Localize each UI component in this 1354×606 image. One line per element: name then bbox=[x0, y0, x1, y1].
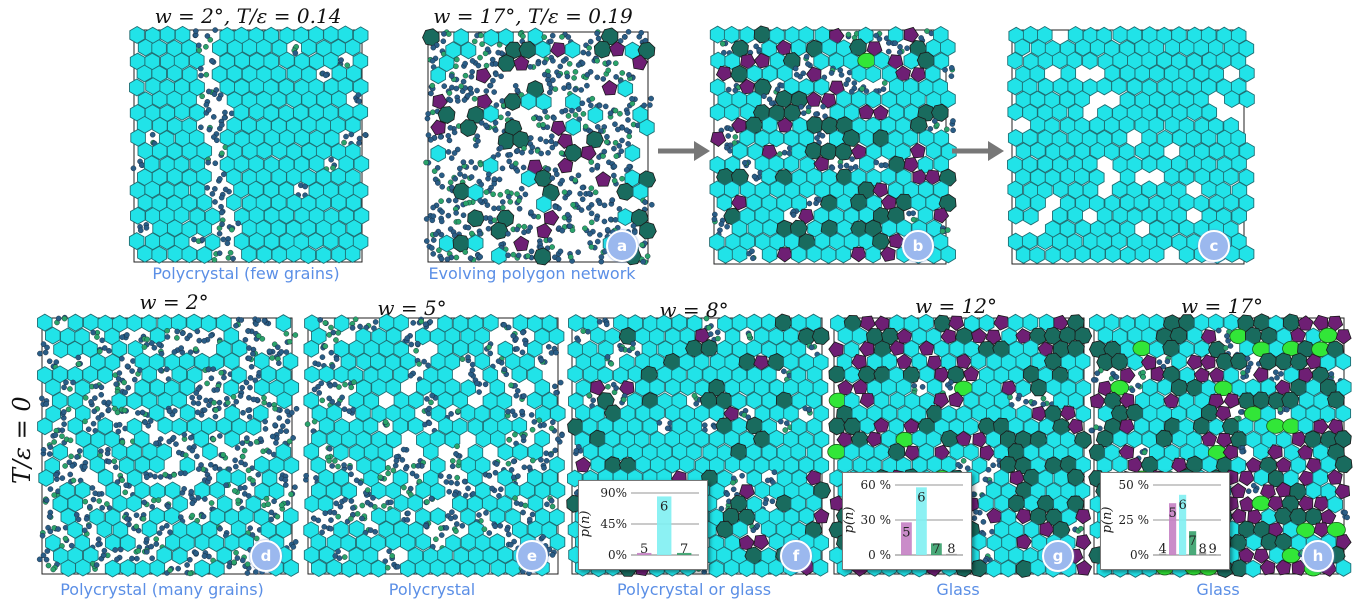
tick-label: 60 % bbox=[861, 478, 892, 492]
simulation-panel-d bbox=[36, 313, 300, 578]
bar bbox=[931, 543, 942, 555]
bar-label: 8 bbox=[1198, 542, 1206, 557]
bar bbox=[677, 552, 692, 555]
simulation-panel-b bbox=[709, 25, 957, 265]
bar bbox=[916, 487, 927, 555]
panel-title-top-2: w = 17°, T/ε = 0.19 bbox=[433, 4, 633, 28]
simulation-panel-c bbox=[1007, 25, 1255, 265]
tick-label: 45% bbox=[600, 517, 627, 531]
bar bbox=[1209, 554, 1217, 556]
bar-label: 6 bbox=[917, 490, 925, 505]
tick-label: 50 % bbox=[1119, 478, 1150, 492]
panel-caption-bottom-2: Polycrystal bbox=[388, 580, 476, 599]
bar-label: 8 bbox=[947, 542, 955, 557]
simulation-panel-polycrystal-few-grains bbox=[128, 25, 370, 265]
histogram-svg: 0% 45% 90% p(n) 5 6 7 bbox=[579, 486, 699, 562]
bar bbox=[637, 552, 652, 555]
histogram-inset-g: 0 % 30 % 60 % p(n) 5 6 7 8 bbox=[842, 472, 972, 570]
bar-label: 9 bbox=[1208, 542, 1216, 557]
bar-label: 5 bbox=[1168, 506, 1176, 521]
tick-label: 0 % bbox=[868, 548, 891, 562]
tick-label: 90% bbox=[600, 486, 627, 500]
panel-caption-bottom-3: Polycrystal or glass bbox=[616, 580, 772, 599]
panel-title-bottom-1: w = 2° bbox=[139, 290, 209, 314]
tick-label: 30 % bbox=[861, 513, 892, 527]
panel-caption-bottom-1: Polycrystal (many grains) bbox=[60, 580, 264, 599]
bar bbox=[657, 496, 672, 555]
arrow-right-icon bbox=[658, 141, 710, 161]
panel-caption-bottom-4: Glass bbox=[936, 580, 980, 599]
panel-badge-c: c bbox=[1198, 230, 1230, 262]
panel-caption-top-1: Polycrystal (few grains) bbox=[152, 264, 340, 283]
tick-label: 25 % bbox=[1119, 513, 1150, 527]
histogram-svg: 0 % 30 % 60 % p(n) 5 6 7 8 bbox=[843, 478, 963, 562]
panel-badge-d: d bbox=[250, 540, 282, 572]
bar bbox=[901, 522, 912, 555]
axis-label: p(n) bbox=[1101, 507, 1115, 534]
panel-badge-f: f bbox=[780, 540, 812, 572]
bar bbox=[1199, 552, 1207, 555]
histogram-inset-h: 0% 25 % 50 % p(n) 4 5 6 7 8 9 bbox=[1100, 472, 1230, 570]
panel-caption-bottom-5: Glass bbox=[1196, 580, 1240, 599]
bar-label: 6 bbox=[1178, 498, 1186, 513]
bar-label: 7 bbox=[680, 542, 688, 557]
panel-title-bottom-4: w = 12° bbox=[914, 294, 998, 318]
panel-badge-e: e bbox=[516, 540, 548, 572]
bar-label: 6 bbox=[660, 499, 668, 514]
panel-badge-h: h bbox=[1302, 540, 1334, 572]
row-label: T/ε = 0 bbox=[8, 396, 36, 484]
bar-label: 5 bbox=[902, 525, 910, 540]
bar-label: 7 bbox=[932, 542, 940, 557]
tick-label: 0% bbox=[1130, 548, 1149, 562]
bar-label: 7 bbox=[1188, 534, 1196, 549]
panel-title-bottom-5: w = 17° bbox=[1180, 294, 1264, 318]
arrow-right-icon bbox=[952, 141, 1004, 161]
bar bbox=[1189, 531, 1197, 555]
bar bbox=[1169, 503, 1177, 555]
simulation-panel-a bbox=[422, 27, 657, 266]
simulation-panel-e bbox=[303, 313, 566, 578]
histogram-inset-f: 0% 45% 90% p(n) 5 6 7 bbox=[578, 480, 708, 570]
panel-badge-b: b bbox=[902, 230, 934, 262]
bar bbox=[946, 553, 957, 555]
panel-badge-g: g bbox=[1042, 540, 1074, 572]
tick-label: 0% bbox=[608, 548, 627, 562]
axis-label: p(n) bbox=[843, 507, 857, 534]
axis-label: p(n) bbox=[579, 511, 593, 538]
bar bbox=[1159, 553, 1167, 555]
histogram-svg: 0% 25 % 50 % p(n) 4 56 78 9 bbox=[1101, 478, 1221, 562]
bar-label: 4 bbox=[1158, 542, 1166, 557]
bar bbox=[1179, 494, 1187, 555]
panel-title-top-1: w = 2°, T/ε = 0.14 bbox=[154, 4, 342, 28]
panel-badge-a: a bbox=[606, 230, 638, 262]
bar-label: 5 bbox=[640, 542, 648, 557]
panel-caption-top-2: Evolving polygon network bbox=[428, 264, 636, 283]
